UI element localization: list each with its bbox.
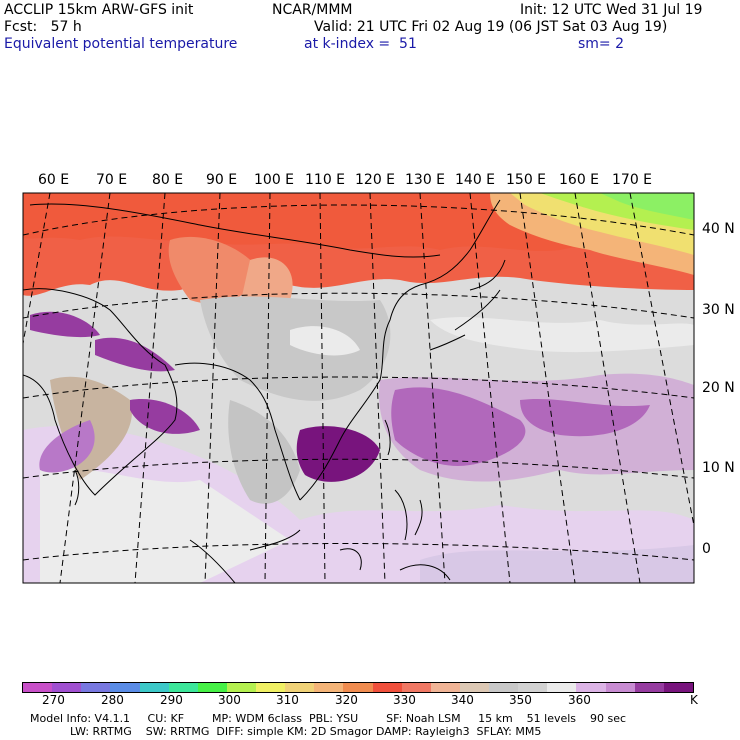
colorbar-swatch [489, 683, 519, 692]
lon-label: 110 E [305, 172, 346, 188]
colorbar-swatch [23, 683, 53, 692]
lon-label: 150 E [506, 172, 547, 188]
colorbar-swatch [372, 683, 402, 692]
colorbar-swatch [343, 683, 373, 692]
lon-label: 90 E [206, 172, 238, 188]
colorbar-label: 310 [276, 693, 299, 707]
colorbar-label: 350 [509, 693, 532, 707]
lat-label: 30 N [702, 302, 735, 318]
lon-label: 140 E [455, 172, 496, 188]
colorbar-swatch [285, 683, 315, 692]
lat-label: 0 [702, 541, 711, 557]
colorbar-swatch [459, 683, 489, 692]
colorbar-swatch [634, 683, 664, 692]
colorbar-unit: K [690, 693, 698, 707]
colorbar-label: 300 [218, 693, 241, 707]
colorbar-swatch [547, 683, 577, 692]
lon-label: 120 E [355, 172, 396, 188]
colorbar-swatch [110, 683, 140, 692]
colorbar [22, 682, 694, 693]
valid-time: Valid: 21 UTC Fri 02 Aug 19 (06 JST Sat … [314, 19, 668, 35]
lat-label: 10 N [702, 460, 735, 476]
lon-label: 80 E [152, 172, 184, 188]
init-time: Init: 12 UTC Wed 31 Jul 19 [520, 2, 703, 18]
model-info-line2: LW: RRTMG SW: RRTMG DIFF: simple KM: 2D … [70, 725, 542, 738]
colorbar-label: 290 [160, 693, 183, 707]
colorbar-swatch [663, 683, 693, 692]
colorbar-swatch [430, 683, 460, 692]
graticule [23, 193, 694, 583]
colorbar-label: 340 [451, 693, 474, 707]
map-frame [22, 192, 695, 584]
lat-label: 40 N [702, 221, 735, 237]
lon-label: 130 E [405, 172, 446, 188]
colorbar-swatch [314, 683, 344, 692]
coastlines [23, 199, 506, 583]
colorbar-swatch [197, 683, 227, 692]
colorbar-swatch [401, 683, 431, 692]
center-name: NCAR/MMM [272, 2, 353, 18]
colorbar-label: 320 [335, 693, 358, 707]
level-index: at k-index = 51 [304, 36, 417, 52]
colorbar-swatch [81, 683, 111, 692]
colorbar-label: 330 [393, 693, 416, 707]
lon-label: 160 E [559, 172, 600, 188]
colorbar-swatch [168, 683, 198, 692]
lon-label: 100 E [254, 172, 295, 188]
colorbar-swatch [576, 683, 606, 692]
model-title: ACCLIP 15km ARW-GFS init [4, 2, 194, 18]
colorbar-swatch [226, 683, 256, 692]
colorbar-label: 280 [101, 693, 124, 707]
lat-label: 20 N [702, 380, 735, 396]
lon-label: 60 E [38, 172, 70, 188]
colorbar-swatch [518, 683, 548, 692]
smoothing-value: sm= 2 [578, 36, 625, 52]
model-info-line1: Model Info: V4.1.1 CU: KF MP: WDM 6class… [30, 712, 627, 725]
colorbar-label: 270 [42, 693, 65, 707]
forecast-hour: Fcst: 57 h [4, 19, 82, 35]
lon-label: 70 E [96, 172, 128, 188]
colorbar-label: 360 [568, 693, 591, 707]
colorbar-swatch [139, 683, 169, 692]
field-name: Equivalent potential temperature [4, 36, 238, 52]
colorbar-swatch [52, 683, 82, 692]
colorbar-swatch [256, 683, 286, 692]
lon-label: 170 E [612, 172, 653, 188]
colorbar-swatch [605, 683, 635, 692]
